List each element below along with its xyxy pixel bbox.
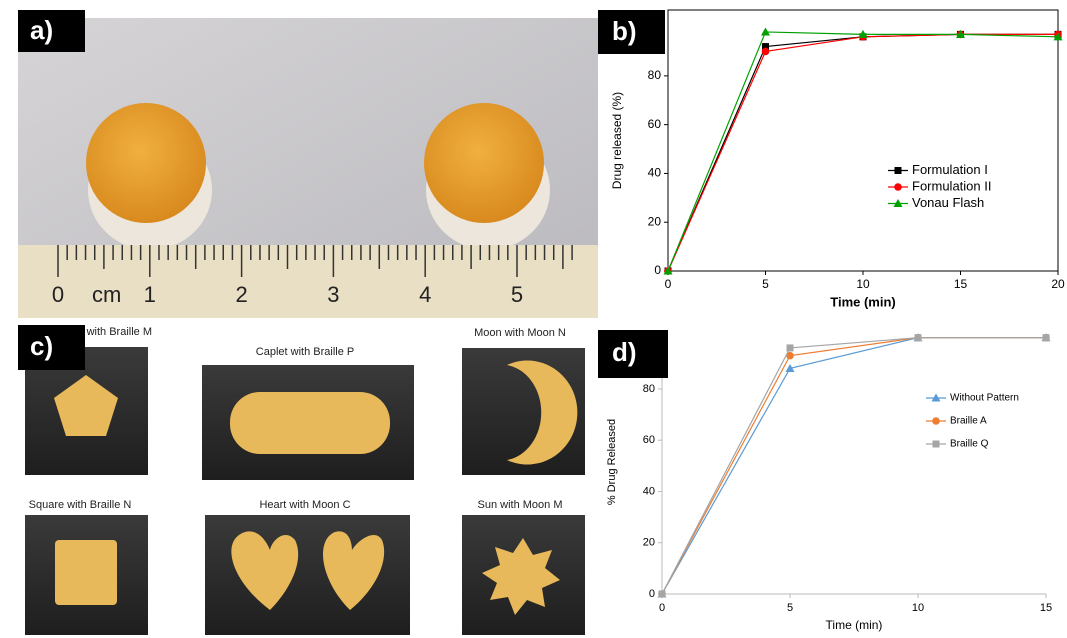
ruler-number: 2 <box>235 282 247 307</box>
legend-label: Formulation I <box>912 162 988 177</box>
x-tick-label: 15 <box>1040 602 1052 614</box>
marker <box>932 417 940 425</box>
line <box>668 34 1058 271</box>
line <box>668 34 1058 271</box>
legend-label: Braille A <box>950 416 987 427</box>
x-axis-title: Time (min) <box>830 294 896 309</box>
legend-label: Formulation II <box>912 178 991 193</box>
x-axis-title: Time (min) <box>826 618 883 632</box>
line <box>662 338 1046 594</box>
x-tick-label: 5 <box>762 277 769 291</box>
x-tick-label: 0 <box>659 602 665 614</box>
caption: Sun with Moon M <box>478 499 563 511</box>
caption: with Braille M <box>86 326 152 338</box>
line <box>662 338 1046 594</box>
legend-label: Without Pattern <box>950 393 1019 404</box>
charts: 0 20 40 60 80 0 5 10 15 20 Time (min) Drug released… <box>606 10 1065 632</box>
marker <box>895 167 902 174</box>
ruler-unit: cm <box>92 282 121 307</box>
y-tick-label: 60 <box>648 117 662 131</box>
marker <box>915 334 922 341</box>
legend-label: Braille Q <box>950 439 989 450</box>
marker <box>1043 334 1050 341</box>
y-axis-title: Drug released (%) <box>610 92 624 189</box>
panel-label: a) <box>30 15 53 45</box>
y-tick-label: 60 <box>643 434 655 446</box>
caption: Heart with Moon C <box>259 499 350 511</box>
figure: with Braille M Caplet with Braille P Moo… <box>0 0 1067 638</box>
x-tick-label: 0 <box>665 277 672 291</box>
x-tick-label: 20 <box>1051 277 1065 291</box>
x-tick-label: 10 <box>856 277 870 291</box>
x-tick-label: 15 <box>954 277 968 291</box>
marker <box>659 591 666 598</box>
y-tick-label: 80 <box>648 68 662 82</box>
y-axis-title: % Drug Released <box>606 419 618 505</box>
line <box>668 32 1058 271</box>
y-tick-label: 0 <box>649 588 655 600</box>
caption: Moon with Moon N <box>474 327 566 339</box>
panel-label: c) <box>30 331 53 361</box>
marker <box>787 344 794 351</box>
y-tick-label: 40 <box>648 166 662 180</box>
marker <box>762 48 770 56</box>
line <box>662 338 1046 594</box>
caption: Square with Braille N <box>29 499 132 511</box>
x-tick-label: 10 <box>912 602 924 614</box>
panel-label: d) <box>612 337 637 367</box>
x-tick-label: 5 <box>787 602 793 614</box>
ruler-number: 5 <box>511 282 523 307</box>
ruler-number: 0 <box>52 282 64 307</box>
photo-c <box>18 320 598 638</box>
y-tick-label: 40 <box>643 485 655 497</box>
y-tick-label: 20 <box>648 214 662 228</box>
caption: Caplet with Braille P <box>256 346 354 358</box>
y-tick-label: 20 <box>643 537 655 549</box>
marker <box>933 441 940 448</box>
ruler-number: 4 <box>419 282 431 307</box>
photo-a <box>18 18 598 318</box>
legend-label: Vonau Flash <box>912 195 984 210</box>
ruler-number: 3 <box>327 282 339 307</box>
marker <box>894 183 902 191</box>
panel-label: b) <box>612 16 637 46</box>
y-tick-label: 80 <box>643 383 655 395</box>
y-tick-label: 0 <box>654 263 661 277</box>
ruler-number: 1 <box>144 282 156 307</box>
page: with Braille M Caplet with Braille P Moo… <box>0 0 1067 638</box>
